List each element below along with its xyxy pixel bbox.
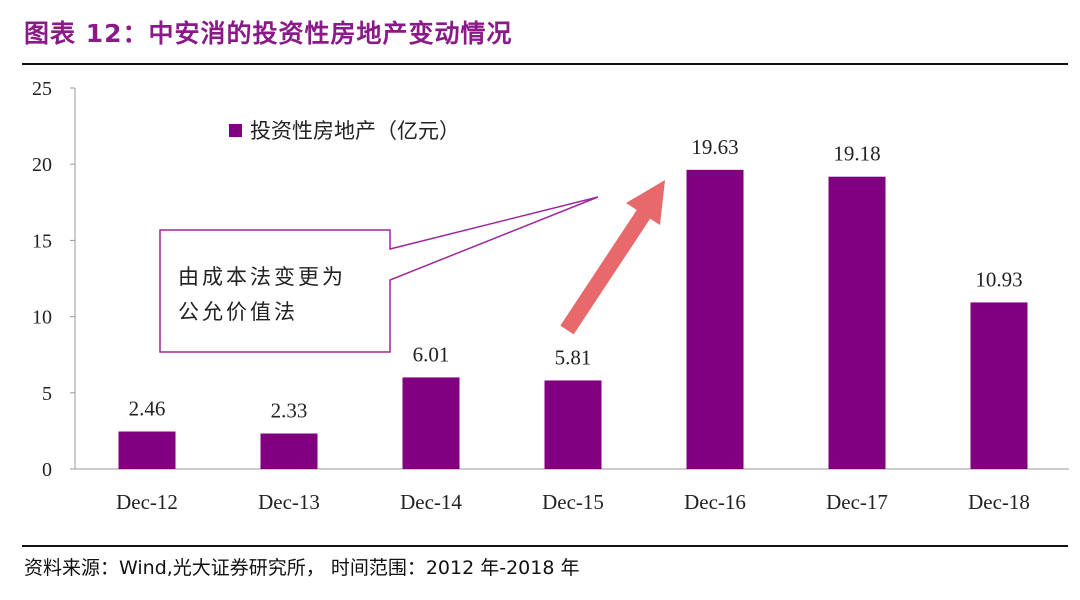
- callout-line-1: 由成本法变更为: [178, 265, 346, 289]
- data-label: 2.33: [271, 398, 308, 422]
- x-tick-label: Dec-14: [400, 490, 462, 514]
- x-tick-label: Dec-13: [258, 490, 320, 514]
- data-label: 19.18: [833, 142, 880, 166]
- y-tick-label: 10: [32, 307, 52, 329]
- data-label: 6.01: [413, 342, 450, 366]
- x-tick-label: Dec-18: [968, 490, 1030, 514]
- title-divider: [22, 63, 1068, 65]
- y-tick-label: 25: [32, 78, 52, 100]
- data-label: 5.81: [555, 345, 592, 369]
- y-tick-label: 15: [32, 230, 52, 252]
- arrow-icon: [560, 180, 665, 335]
- legend: 投资性房地产（亿元）: [229, 119, 460, 143]
- y-tick-label: 5: [42, 383, 52, 405]
- bar-Dec-13: [260, 433, 318, 469]
- bar-Dec-17: [828, 176, 886, 470]
- x-tick-label: Dec-15: [542, 490, 604, 514]
- legend-label: 投资性房地产（亿元）: [250, 119, 460, 143]
- data-label: 19.63: [691, 135, 738, 159]
- bar-Dec-18: [970, 302, 1028, 469]
- source-note: 资料来源：Wind,光大证券研究所， 时间范围：2012 年-2018 年: [24, 557, 580, 579]
- x-tick-label: Dec-17: [826, 490, 888, 514]
- callout: 由成本法变更为 公允价值法: [159, 196, 599, 353]
- bar-Dec-16: [686, 169, 744, 469]
- bar-Dec-15: [544, 380, 602, 469]
- bar-Dec-14: [402, 377, 460, 469]
- callout-line-2: 公允价值法: [178, 300, 298, 324]
- x-tick-label: Dec-12: [116, 490, 178, 514]
- data-label: 2.46: [129, 397, 166, 421]
- bar-Dec-12: [118, 431, 176, 469]
- x-tick-label: Dec-16: [684, 490, 746, 514]
- y-tick-label: 0: [42, 459, 52, 481]
- data-label: 10.93: [975, 267, 1022, 291]
- legend-swatch: [229, 124, 242, 137]
- callout-box: [159, 196, 599, 353]
- source-divider: [22, 545, 1068, 547]
- bar-chart: 0 5 10 15 20 25 2.46 Dec-12 2.33 Dec-13 6.01 Dec-1…: [32, 78, 1069, 514]
- y-tick-label: 20: [32, 154, 52, 176]
- chart-title: 图表 12：中安消的投资性房地产变动情况: [24, 19, 513, 48]
